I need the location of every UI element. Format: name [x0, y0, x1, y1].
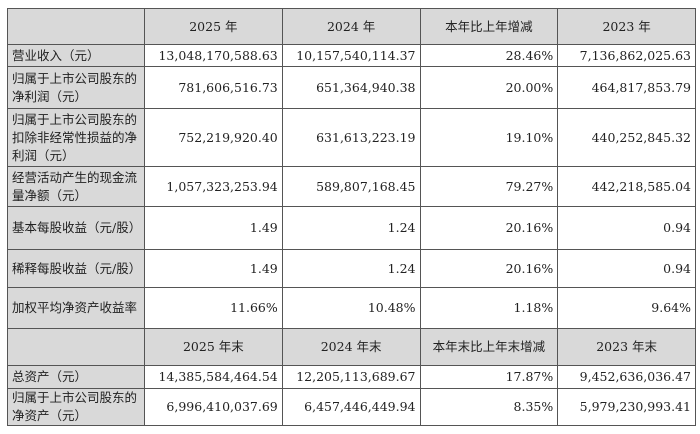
row-label: 归属于上市公司股东的净利润（元） — [7, 66, 145, 109]
table-row: 归属于上市公司股东的扣除非经常性损益的净利润（元） 752,219,920.40 6… — [7, 108, 696, 167]
table-row: 归属于上市公司股东的净利润（元） 781,606,516.73 651,364,94… — [7, 66, 696, 109]
cell-value: 6,996,410,037.69 — [144, 388, 283, 426]
row-label: 基本每股收益（元/股） — [7, 206, 145, 250]
row-label: 经营活动产生的现金流量净额（元） — [7, 166, 145, 207]
cell-value: 12,205,113,689.67 — [281, 365, 421, 389]
cell-value: 1.49 — [144, 249, 283, 288]
cell-value: 79.27% — [419, 166, 559, 207]
cell-value: 589,807,168.45 — [281, 166, 421, 207]
cell-value: 442,218,585.04 — [557, 166, 696, 207]
table-row: 总资产（元） 14,385,584,464.54 12,205,113,689.67… — [7, 365, 696, 389]
cell-value: 7,136,862,025.63 — [557, 44, 696, 67]
cell-value: 5,979,230,993.41 — [557, 388, 696, 426]
cell-value: 1.18% — [419, 287, 559, 329]
cell-value: 1.49 — [144, 206, 283, 250]
cell-value: 440,252,845.32 — [557, 108, 696, 167]
cell-value: 1.24 — [281, 249, 421, 288]
cell-value: 464,817,853.79 — [557, 66, 696, 109]
cell-value: 10,157,540,114.37 — [281, 44, 421, 67]
cell-value: 20.16% — [419, 206, 559, 250]
column-header — [7, 328, 145, 366]
cell-value: 19.10% — [419, 108, 559, 167]
column-header: 2023 年 — [557, 8, 696, 45]
row-label: 归属于上市公司股东的扣除非经常性损益的净利润（元） — [7, 108, 145, 167]
row-label: 加权平均净资产收益率 — [7, 287, 145, 329]
cell-value: 6,457,446,449.94 — [281, 388, 421, 426]
cell-value: 752,219,920.40 — [144, 108, 283, 167]
column-header: 2025 年末 — [144, 328, 283, 366]
table-row: 经营活动产生的现金流量净额（元） 1,057,323,253.94 589,807,… — [7, 166, 696, 207]
cell-value: 9.64% — [557, 287, 696, 329]
column-header: 2023 年末 — [557, 328, 696, 366]
cell-value: 0.94 — [557, 249, 696, 288]
table-row: 稀释每股收益（元/股） 1.49 1.24 20.16% 0.94 — [7, 249, 696, 288]
column-header: 2024 年末 — [281, 328, 421, 366]
cell-value: 20.00% — [419, 66, 559, 109]
cell-value: 1.24 — [281, 206, 421, 250]
column-header: 2025 年 — [144, 8, 283, 45]
cell-value: 28.46% — [419, 44, 559, 67]
row-label: 总资产（元） — [7, 365, 145, 389]
table-row: 加权平均净资产收益率 11.66% 10.48% 1.18% 9.64% — [7, 287, 696, 329]
column-header: 本年比上年增减 — [419, 8, 559, 45]
cell-value: 1,057,323,253.94 — [144, 166, 283, 207]
cell-value: 9,452,636,036.47 — [557, 365, 696, 389]
cell-value: 13,048,170,588.63 — [144, 44, 283, 67]
table-header-row: 2025 年 2024 年本年比上年增减 2023 年 — [7, 8, 696, 45]
cell-value: 651,364,940.38 — [281, 66, 421, 109]
row-label: 稀释每股收益（元/股） — [7, 249, 145, 288]
row-label: 营业收入（元） — [7, 44, 145, 67]
cell-value: 11.66% — [144, 287, 283, 329]
cell-value: 0.94 — [557, 206, 696, 250]
cell-value: 631,613,223.19 — [281, 108, 421, 167]
cell-value: 781,606,516.73 — [144, 66, 283, 109]
cell-value: 10.48% — [281, 287, 421, 329]
table-header-row: 2025 年末 2024 年末 本年末比上年末增减 2023 年末 — [7, 328, 696, 366]
table-row: 归属于上市公司股东的净资产（元） 6,996,410,037.69 6,457,44… — [7, 388, 696, 426]
cell-value: 14,385,584,464.54 — [144, 365, 283, 389]
row-label: 归属于上市公司股东的净资产（元） — [7, 388, 145, 426]
cell-value: 17.87% — [419, 365, 559, 389]
financial-summary-table: 2025 年 2024 年本年比上年增减 2023 年营业收入（元） 13,048,1… — [7, 8, 696, 426]
column-header — [7, 8, 145, 45]
cell-value: 20.16% — [419, 249, 559, 288]
table-row: 营业收入（元） 13,048,170,588.63 10,157,540,114.3… — [7, 44, 696, 67]
column-header: 本年末比上年末增减 — [419, 328, 559, 366]
column-header: 2024 年 — [281, 8, 421, 45]
table-row: 基本每股收益（元/股） 1.49 1.24 20.16% 0.94 — [7, 206, 696, 250]
cell-value: 8.35% — [419, 388, 559, 426]
